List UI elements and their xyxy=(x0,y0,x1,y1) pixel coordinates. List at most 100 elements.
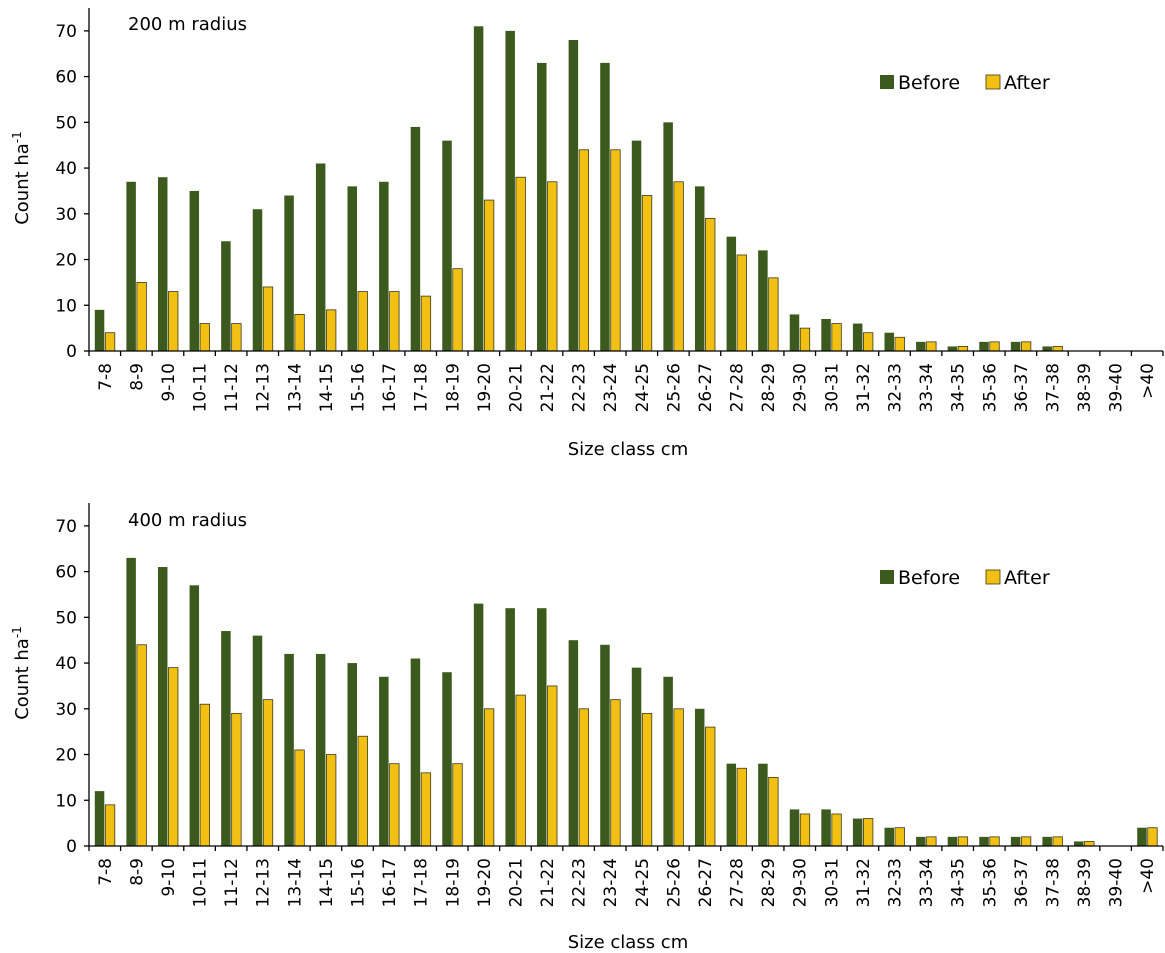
bar-after-31-32 xyxy=(863,818,874,847)
bar-before-7-8 xyxy=(94,309,105,351)
bar-before-26-27 xyxy=(694,186,705,351)
bar-before-8-9 xyxy=(126,181,136,351)
bar-after-18-19 xyxy=(452,268,463,352)
x-tick-label: 9-10 xyxy=(159,363,179,402)
bar-before-24-25 xyxy=(631,667,642,846)
x-tick-label: 17-18 xyxy=(412,858,432,907)
bar-after-37-38 xyxy=(1052,836,1063,847)
chart-panel-2: 0 10 20 30 40 50 60 70 7-8 8-9 9-10 10-11 11-12 12-13… xyxy=(10,503,1164,953)
bar-before-35-36 xyxy=(979,836,989,846)
x-tick-label: 7-8 xyxy=(96,858,116,886)
bar-after-30-31 xyxy=(831,323,842,352)
bar-after-28-29 xyxy=(768,277,779,352)
legend-label-before: Before xyxy=(898,72,960,94)
bar-before-22-23 xyxy=(568,640,579,846)
bar-before-10-11 xyxy=(189,190,200,351)
bar-after-33-34 xyxy=(926,341,937,352)
x-tick-label: 7-8 xyxy=(96,363,116,391)
bar-before-13-14 xyxy=(284,653,294,846)
bar-before-24-25 xyxy=(631,140,642,351)
chart-panel-1: 0 10 20 30 40 50 60 70 7-8 8-9 9-10 10-11 11-12 12-13… xyxy=(10,8,1164,460)
bar-before-31-32 xyxy=(852,323,863,351)
x-tick-label: 22-23 xyxy=(570,858,590,907)
legend-label-after: After xyxy=(1004,567,1050,589)
x-tick-label: 30-31 xyxy=(822,363,842,412)
x-tick-label: 39-40 xyxy=(1107,363,1127,412)
y-tick-label: 0 xyxy=(66,342,77,362)
bar-before-9-10 xyxy=(157,567,168,846)
legend-label-after: After xyxy=(1004,72,1050,94)
bar-after-32-33 xyxy=(894,336,905,352)
bar-after-36-37 xyxy=(1020,341,1032,352)
bar-before-38-39 xyxy=(1074,841,1084,846)
bar-after-14-15 xyxy=(326,754,337,847)
y-axis-title-main: Count ha xyxy=(12,638,33,720)
bar-after-34-35 xyxy=(957,346,969,352)
bar-after-23-24 xyxy=(610,699,621,847)
bar-before-21-22 xyxy=(537,608,547,846)
x-tick-label: 16-17 xyxy=(380,363,400,412)
y-tick-label: 60 xyxy=(55,68,77,88)
x-tick-label: 38-39 xyxy=(1075,858,1095,907)
y-tick-label: 0 xyxy=(66,837,77,857)
y-tick-label: 50 xyxy=(55,608,77,628)
bar-after-14-15 xyxy=(326,309,337,352)
x-tick-label: 13-14 xyxy=(285,363,305,412)
bar-before-25-26 xyxy=(663,122,673,351)
x-tick-label: 36-37 xyxy=(1012,858,1032,907)
y-tick-label: 10 xyxy=(55,791,77,811)
y-axis-title-main: Count ha xyxy=(12,143,33,225)
bar-after-38-39 xyxy=(1084,841,1095,847)
x-tick-label: 14-15 xyxy=(317,858,337,907)
bar-after-20-21 xyxy=(515,694,526,847)
y-tick-label: 30 xyxy=(55,205,77,225)
bar-before-15-16 xyxy=(347,186,357,351)
y-tick-label: 50 xyxy=(55,113,77,133)
bar-after-19-20 xyxy=(483,708,495,847)
bar-after-23-24 xyxy=(610,149,621,352)
y-tick-label: 30 xyxy=(55,700,77,720)
y-axis-title: Count ha-1 xyxy=(10,131,33,225)
x-tick-label: 24-25 xyxy=(633,363,653,412)
bar-after-16-17 xyxy=(389,291,400,352)
bar-before->40 xyxy=(1137,827,1147,846)
x-tick-label: 35-36 xyxy=(980,363,1000,412)
x-tick-label: 26-27 xyxy=(696,363,716,412)
bar-before-26-27 xyxy=(694,708,705,846)
bar-before-22-23 xyxy=(568,40,579,351)
x-tick-label: >40 xyxy=(1138,363,1158,399)
y-axis-title-superscript: -1 xyxy=(10,626,24,638)
x-tick-label: 12-13 xyxy=(254,858,274,907)
legend-swatch-before xyxy=(880,75,894,89)
bar-after-33-34 xyxy=(926,836,937,847)
bar-after-11-12 xyxy=(231,323,242,352)
bar-after-10-11 xyxy=(199,703,210,847)
x-tick-label: 26-27 xyxy=(696,858,716,907)
bar-after-13-14 xyxy=(294,749,305,847)
bar-before-33-34 xyxy=(916,836,926,846)
x-tick-label: 25-26 xyxy=(664,858,684,907)
x-tick-label: 15-16 xyxy=(349,858,369,907)
bar-after-12-13 xyxy=(262,699,274,847)
bar-before-9-10 xyxy=(157,177,168,351)
bar-after-35-36 xyxy=(989,341,1000,352)
bar-before-8-9 xyxy=(126,557,136,846)
x-tick-label: 35-36 xyxy=(980,858,1000,907)
x-tick-label: 20-21 xyxy=(506,363,526,412)
y-axis-title-superscript: -1 xyxy=(10,131,24,143)
bar-before-11-12 xyxy=(221,631,231,846)
bar-after-13-14 xyxy=(294,314,305,352)
x-tick-label: 34-35 xyxy=(949,858,969,907)
y-axis-title: Count ha-1 xyxy=(10,626,33,720)
x-tick-label: 21-22 xyxy=(538,363,558,412)
y-tick-label: 20 xyxy=(55,746,77,766)
bar-before-21-22 xyxy=(537,62,547,351)
bar-after-19-20 xyxy=(483,199,495,352)
bar-before-37-38 xyxy=(1042,346,1052,351)
x-tick-label: 9-10 xyxy=(159,858,179,897)
x-tick-label: 18-19 xyxy=(443,858,463,907)
bar-after-10-11 xyxy=(199,323,210,352)
x-tick-label: 33-34 xyxy=(917,858,937,907)
y-tick-label: 40 xyxy=(55,654,77,674)
bar-after-17-18 xyxy=(420,772,432,847)
